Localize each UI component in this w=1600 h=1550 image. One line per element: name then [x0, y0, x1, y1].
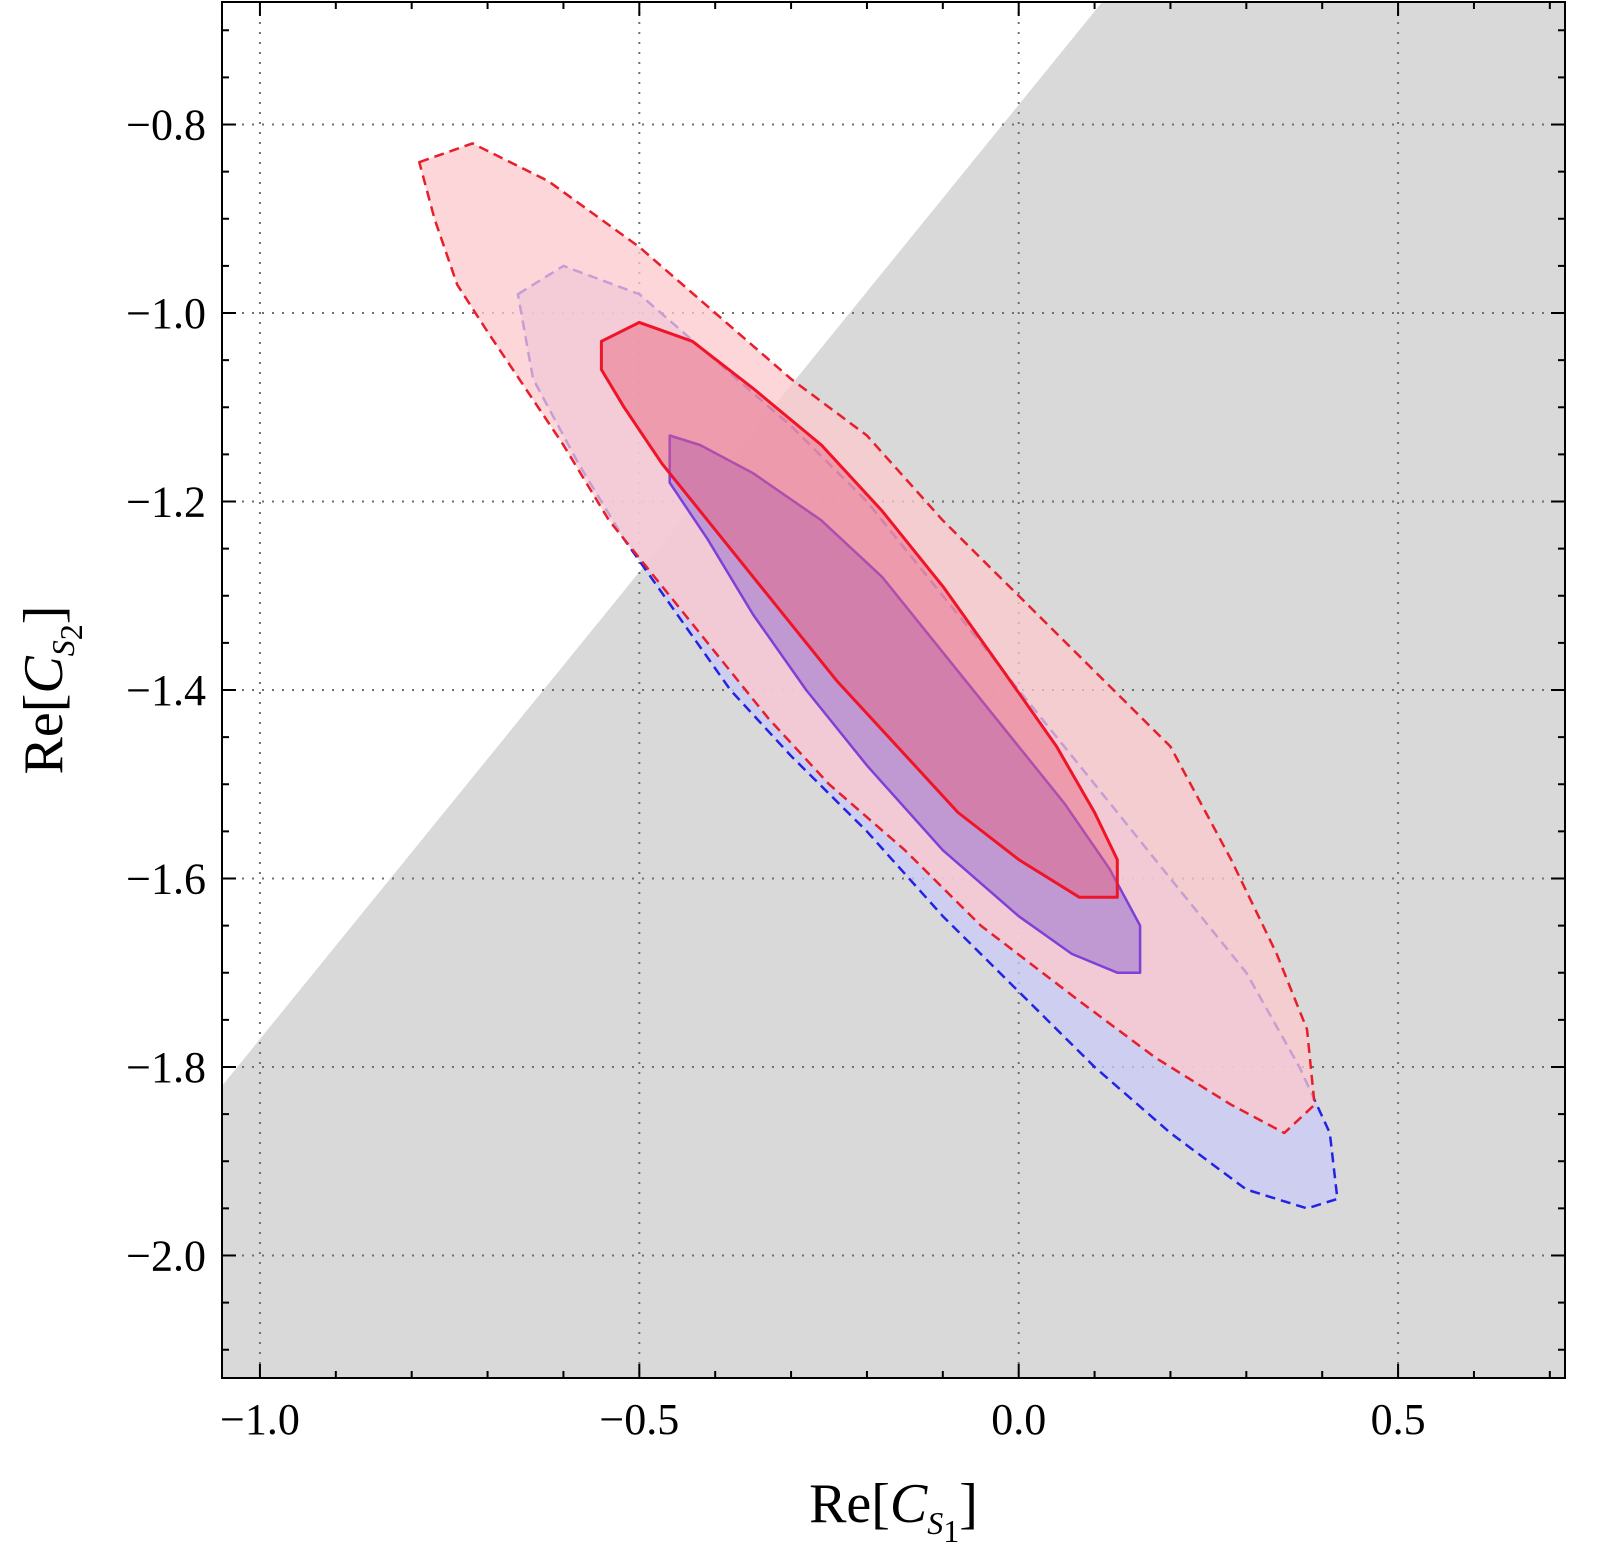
region-red-inner [599, 320, 1119, 899]
y-tick-label-4: −1.6 [126, 854, 206, 903]
x-axis-label-sub-letter: S [927, 1505, 943, 1541]
x-axis-label-suffix: ] [959, 1473, 978, 1535]
y-axis-label-suffix: ] [13, 606, 75, 625]
x-axis-label-symbol: C [890, 1473, 928, 1535]
y-tick-label-2: −1.2 [126, 478, 206, 527]
y-axis-label-sub-index: 2 [53, 624, 89, 640]
y-axis-label-symbol: C [13, 656, 75, 694]
x-tick-label-0: −1.0 [220, 1395, 300, 1444]
x-axis-label-prefix: Re[ [809, 1473, 890, 1535]
x-tick-label-3: 0.5 [1371, 1395, 1426, 1444]
x-axis-label-sub-index: 1 [943, 1513, 959, 1549]
y-tick-label-5: −1.8 [126, 1043, 206, 1092]
region-purple-inner [668, 434, 1142, 974]
y-axis-label-prefix: Re[ [13, 694, 75, 775]
axis-ticks [222, 2, 1565, 1378]
y-axis-label: Re[CS2] [13, 606, 89, 775]
confidence-regions [418, 142, 1339, 1210]
tick-labels: −1.0 −0.5 0.0 0.5 −0.8 −1.0 −1.2 −1.4 −1.6 −1.8 −2… [126, 101, 1425, 1444]
y-tick-label-6: −2.0 [126, 1231, 206, 1280]
y-tick-label-3: −1.4 [126, 666, 206, 715]
y-tick-label-0: −0.8 [126, 101, 206, 150]
y-tick-label-1: −1.0 [126, 289, 206, 338]
x-tick-label-2: 0.0 [991, 1395, 1046, 1444]
x-tick-label-1: −0.5 [599, 1395, 679, 1444]
x-axis-label: Re[CS1] [809, 1473, 978, 1549]
y-axis-label-sub-letter: S [45, 640, 81, 656]
